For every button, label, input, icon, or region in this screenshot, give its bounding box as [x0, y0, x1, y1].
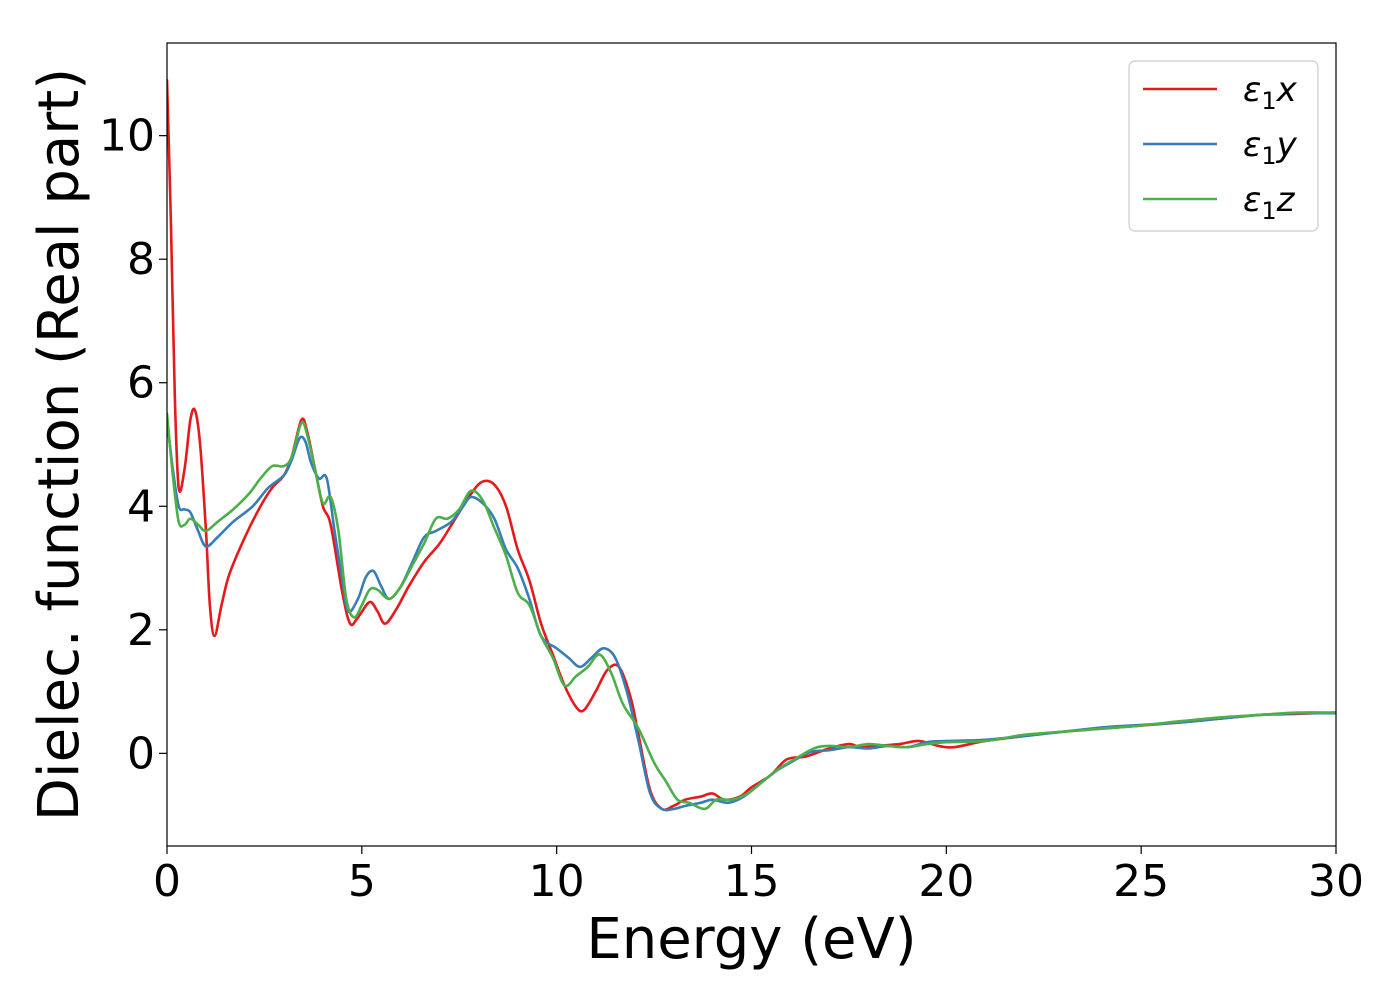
- legend-box: [1128, 60, 1319, 232]
- legend-symbol: ε: [1243, 70, 1261, 110]
- legend-symbol: ε: [1243, 180, 1261, 220]
- legend-subscript: 1: [1261, 142, 1276, 170]
- x-tick-label: 25: [1113, 856, 1169, 907]
- x-axis-ticks: 0 5 10 15 20 25 30: [153, 846, 1364, 907]
- y-tick-label: 8: [127, 234, 155, 285]
- y-axis-ticks: 0 2 4 6 8 10: [99, 111, 167, 779]
- y-tick-label: 0: [127, 728, 155, 779]
- legend-label-x: ε1x: [1243, 70, 1298, 115]
- legend-variable: z: [1276, 180, 1296, 220]
- x-tick-label: 30: [1308, 856, 1364, 907]
- legend-variable: x: [1276, 70, 1298, 110]
- y-axis-title: Dielec. function (Real part): [27, 68, 92, 821]
- legend-label-z: ε1z: [1243, 180, 1296, 225]
- x-tick-label: 10: [529, 856, 585, 907]
- legend-variable: y: [1276, 125, 1298, 165]
- x-tick-label: 15: [724, 856, 780, 907]
- y-tick-label: 10: [99, 111, 155, 162]
- legend-label-y: ε1y: [1243, 125, 1298, 170]
- series-line-z: [167, 412, 1336, 811]
- y-tick-label: 4: [127, 481, 155, 532]
- x-tick-label: 0: [153, 856, 181, 907]
- x-tick-label: 20: [918, 856, 974, 907]
- plot-frame: [166, 42, 1337, 847]
- x-axis-title: Energy (eV): [586, 907, 916, 972]
- x-tick-label: 5: [348, 856, 376, 907]
- legend-subscript: 1: [1261, 197, 1276, 225]
- legend-subscript: 1: [1261, 87, 1276, 115]
- y-tick-label: 6: [127, 358, 155, 409]
- y-tick-label: 2: [127, 605, 155, 656]
- plot-area: [167, 78, 1336, 812]
- legend-symbol: ε: [1243, 125, 1261, 165]
